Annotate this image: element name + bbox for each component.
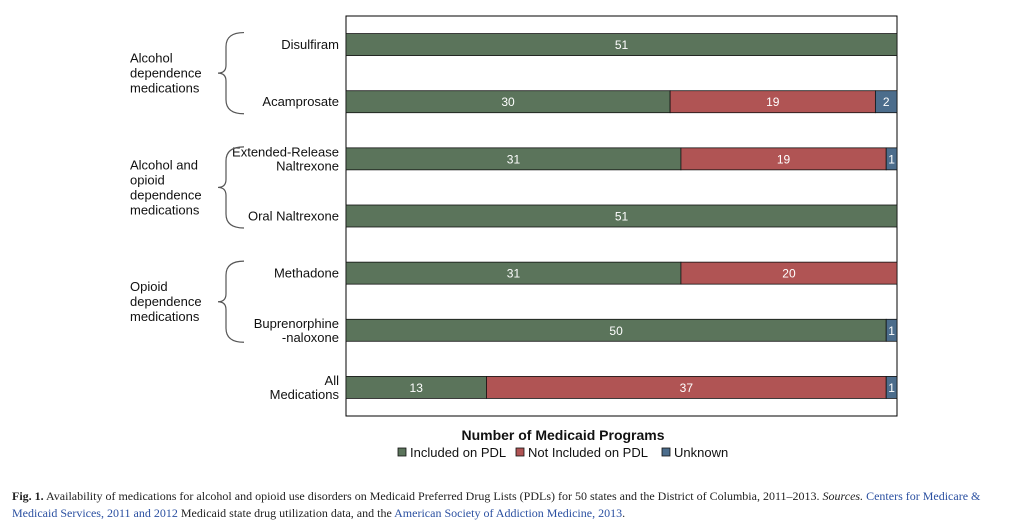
legend-label: Unknown [674, 445, 728, 460]
group-label: opioid [130, 172, 165, 187]
bar-value-label: 1 [888, 152, 895, 166]
group-label: medications [130, 309, 200, 324]
bar-value-label: 19 [766, 95, 780, 109]
category-label: Methadone [274, 266, 339, 281]
category-label: Medications [270, 387, 340, 402]
bar-value-label: 2 [883, 95, 890, 109]
bar-value-label: 51 [615, 210, 629, 224]
bar-value-label: 30 [501, 95, 515, 109]
group-label: medications [130, 81, 200, 96]
bar-value-label: 37 [680, 381, 694, 395]
caption-sources-label: Sources. [822, 489, 864, 503]
group-label: medications [130, 202, 200, 217]
group-label: dependence [130, 66, 202, 81]
group-label: dependence [130, 187, 202, 202]
bar-value-label: 50 [609, 324, 623, 338]
bar-value-label: 31 [507, 152, 521, 166]
group-label: dependence [130, 294, 202, 309]
category-label: Oral Naltrexone [248, 209, 339, 224]
caption-mid-text: Medicaid state drug utilization data, an… [180, 506, 392, 520]
bar-segment [885, 376, 898, 399]
group-brace [217, 260, 245, 343]
category-label: All [325, 373, 340, 388]
caption-source-link-asam[interactable]: American Society of Addiction Medicine, … [394, 506, 623, 520]
bar-value-label: 20 [782, 267, 796, 281]
figure-caption: Fig. 1. Availability of medications for … [12, 488, 1016, 522]
bar-segment [885, 318, 898, 342]
caption-end: . [622, 506, 626, 520]
bar-segment [345, 204, 898, 228]
category-label: Buprenorphine [254, 316, 339, 331]
category-label: -naloxone [282, 330, 339, 345]
category-label: Extended-Release [232, 144, 339, 159]
group-brace [217, 31, 245, 115]
bar-segment [680, 261, 898, 285]
bar-value-label: 1 [888, 324, 895, 338]
group-label: Alcohol and [130, 157, 198, 172]
caption-text: Availability of medications for alcohol … [46, 489, 820, 503]
legend-swatch [661, 447, 671, 457]
stacked-bar-chart: 51 30 19 2 31 19 1 51 31 20 50 1 13 37 1 Disulfiram Acam… [130, 15, 898, 460]
group-brace [217, 146, 245, 229]
bar-value-label: 19 [777, 152, 791, 166]
axis-title: Number of Medicaid Programs [461, 427, 664, 443]
legend-swatch [515, 447, 525, 457]
bar-value-label: 13 [410, 381, 424, 395]
bar-segment [345, 33, 898, 56]
legend-swatch [397, 447, 407, 457]
group-label: Alcohol [130, 51, 173, 66]
caption-source-link-cms[interactable]: Centers for Medicare & Medicaid Services… [12, 489, 981, 520]
bar-value-label: 1 [888, 381, 895, 395]
bar-value-label: 31 [507, 267, 521, 281]
category-label: Acamprosate [262, 94, 339, 109]
bar-segment [874, 90, 898, 114]
legend-label: Included on PDL [410, 445, 506, 460]
bar-segment [885, 147, 898, 171]
category-label: Disulfiram [281, 37, 339, 52]
legend-label: Not Included on PDL [528, 445, 648, 460]
caption-label: Fig. 1. [12, 489, 44, 503]
group-label: Opioid [130, 279, 168, 294]
category-label: Naltrexone [276, 158, 339, 173]
bar-value-label: 51 [615, 38, 629, 52]
